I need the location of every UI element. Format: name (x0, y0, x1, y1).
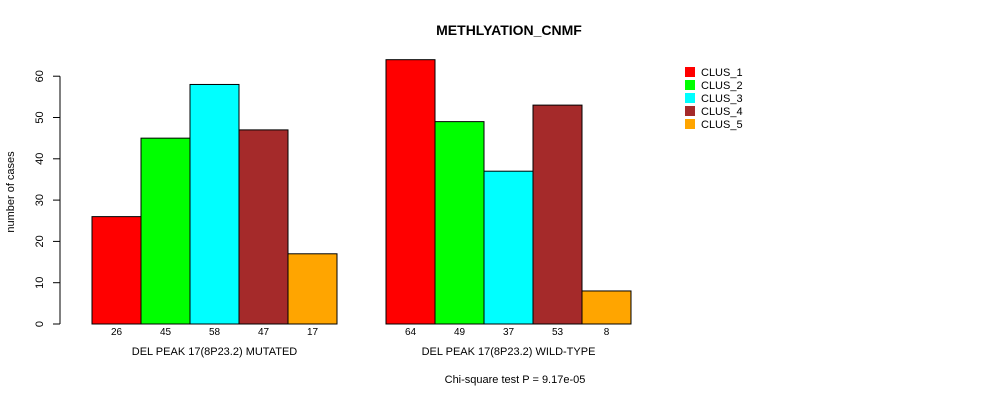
legend-label: CLUS_1 (701, 67, 743, 79)
bar-clus-5-group-2 (581, 290, 632, 325)
bar-value-label: 45 (160, 327, 172, 338)
bar-value-label: 53 (552, 327, 564, 338)
bar-value-label: 47 (258, 327, 270, 338)
bar-clus-2-group-2 (434, 121, 485, 325)
bar-clus-5-group-1 (287, 253, 338, 325)
bar-value-label: 64 (405, 327, 417, 338)
y-tick-label: 40 (34, 153, 46, 165)
legend-swatch (685, 93, 695, 103)
chi-square-footnote: Chi-square test P = 9.17e-05 (445, 374, 586, 386)
chart-title: METHLYATION_CNMF (436, 22, 582, 38)
bar-clus-2-group-1 (140, 137, 191, 325)
bar-clus-4-group-2 (532, 104, 583, 325)
y-axis-label: number of cases (5, 151, 17, 233)
y-tick-label: 30 (34, 194, 46, 206)
y-tick-label: 0 (34, 321, 46, 327)
bar-value-label: 49 (454, 327, 466, 338)
y-tick-label: 20 (34, 235, 46, 247)
legend-swatch (685, 106, 695, 116)
legend-swatch (685, 67, 695, 77)
group-label-2: DEL PEAK 17(8P23.2) WILD-TYPE (422, 346, 596, 358)
y-tick-label: 60 (34, 70, 46, 82)
bar-clus-3-group-2 (483, 170, 534, 325)
bar-value-label: 17 (307, 327, 319, 338)
legend-label: CLUS_4 (701, 106, 743, 118)
bar-clus-3-group-1 (189, 83, 240, 325)
bars: 26 45 58 47 17 DEL PEAK 17(8P23.2) MUTATED 64 4… (91, 59, 632, 358)
legend-swatch (685, 80, 695, 90)
bar-value-label: 37 (503, 327, 515, 338)
bar-value-label: 8 (604, 327, 610, 338)
bar-value-label: 58 (209, 327, 221, 338)
bar-value-label: 26 (111, 327, 123, 338)
legend-label: CLUS_2 (701, 80, 743, 92)
y-tick-label: 10 (34, 277, 46, 289)
bar-clus-4-group-1 (238, 129, 289, 325)
group-label-1: DEL PEAK 17(8P23.2) MUTATED (132, 346, 298, 358)
legend-swatch (685, 119, 695, 129)
bar-clus-1-group-1 (91, 216, 142, 325)
y-axis: 0 10 20 30 40 50 60 (34, 70, 61, 327)
bar-clus-1-group-2 (385, 59, 436, 325)
legend-label: CLUS_3 (701, 93, 743, 105)
y-tick-label: 50 (34, 111, 46, 123)
legend-label: CLUS_5 (701, 119, 743, 131)
